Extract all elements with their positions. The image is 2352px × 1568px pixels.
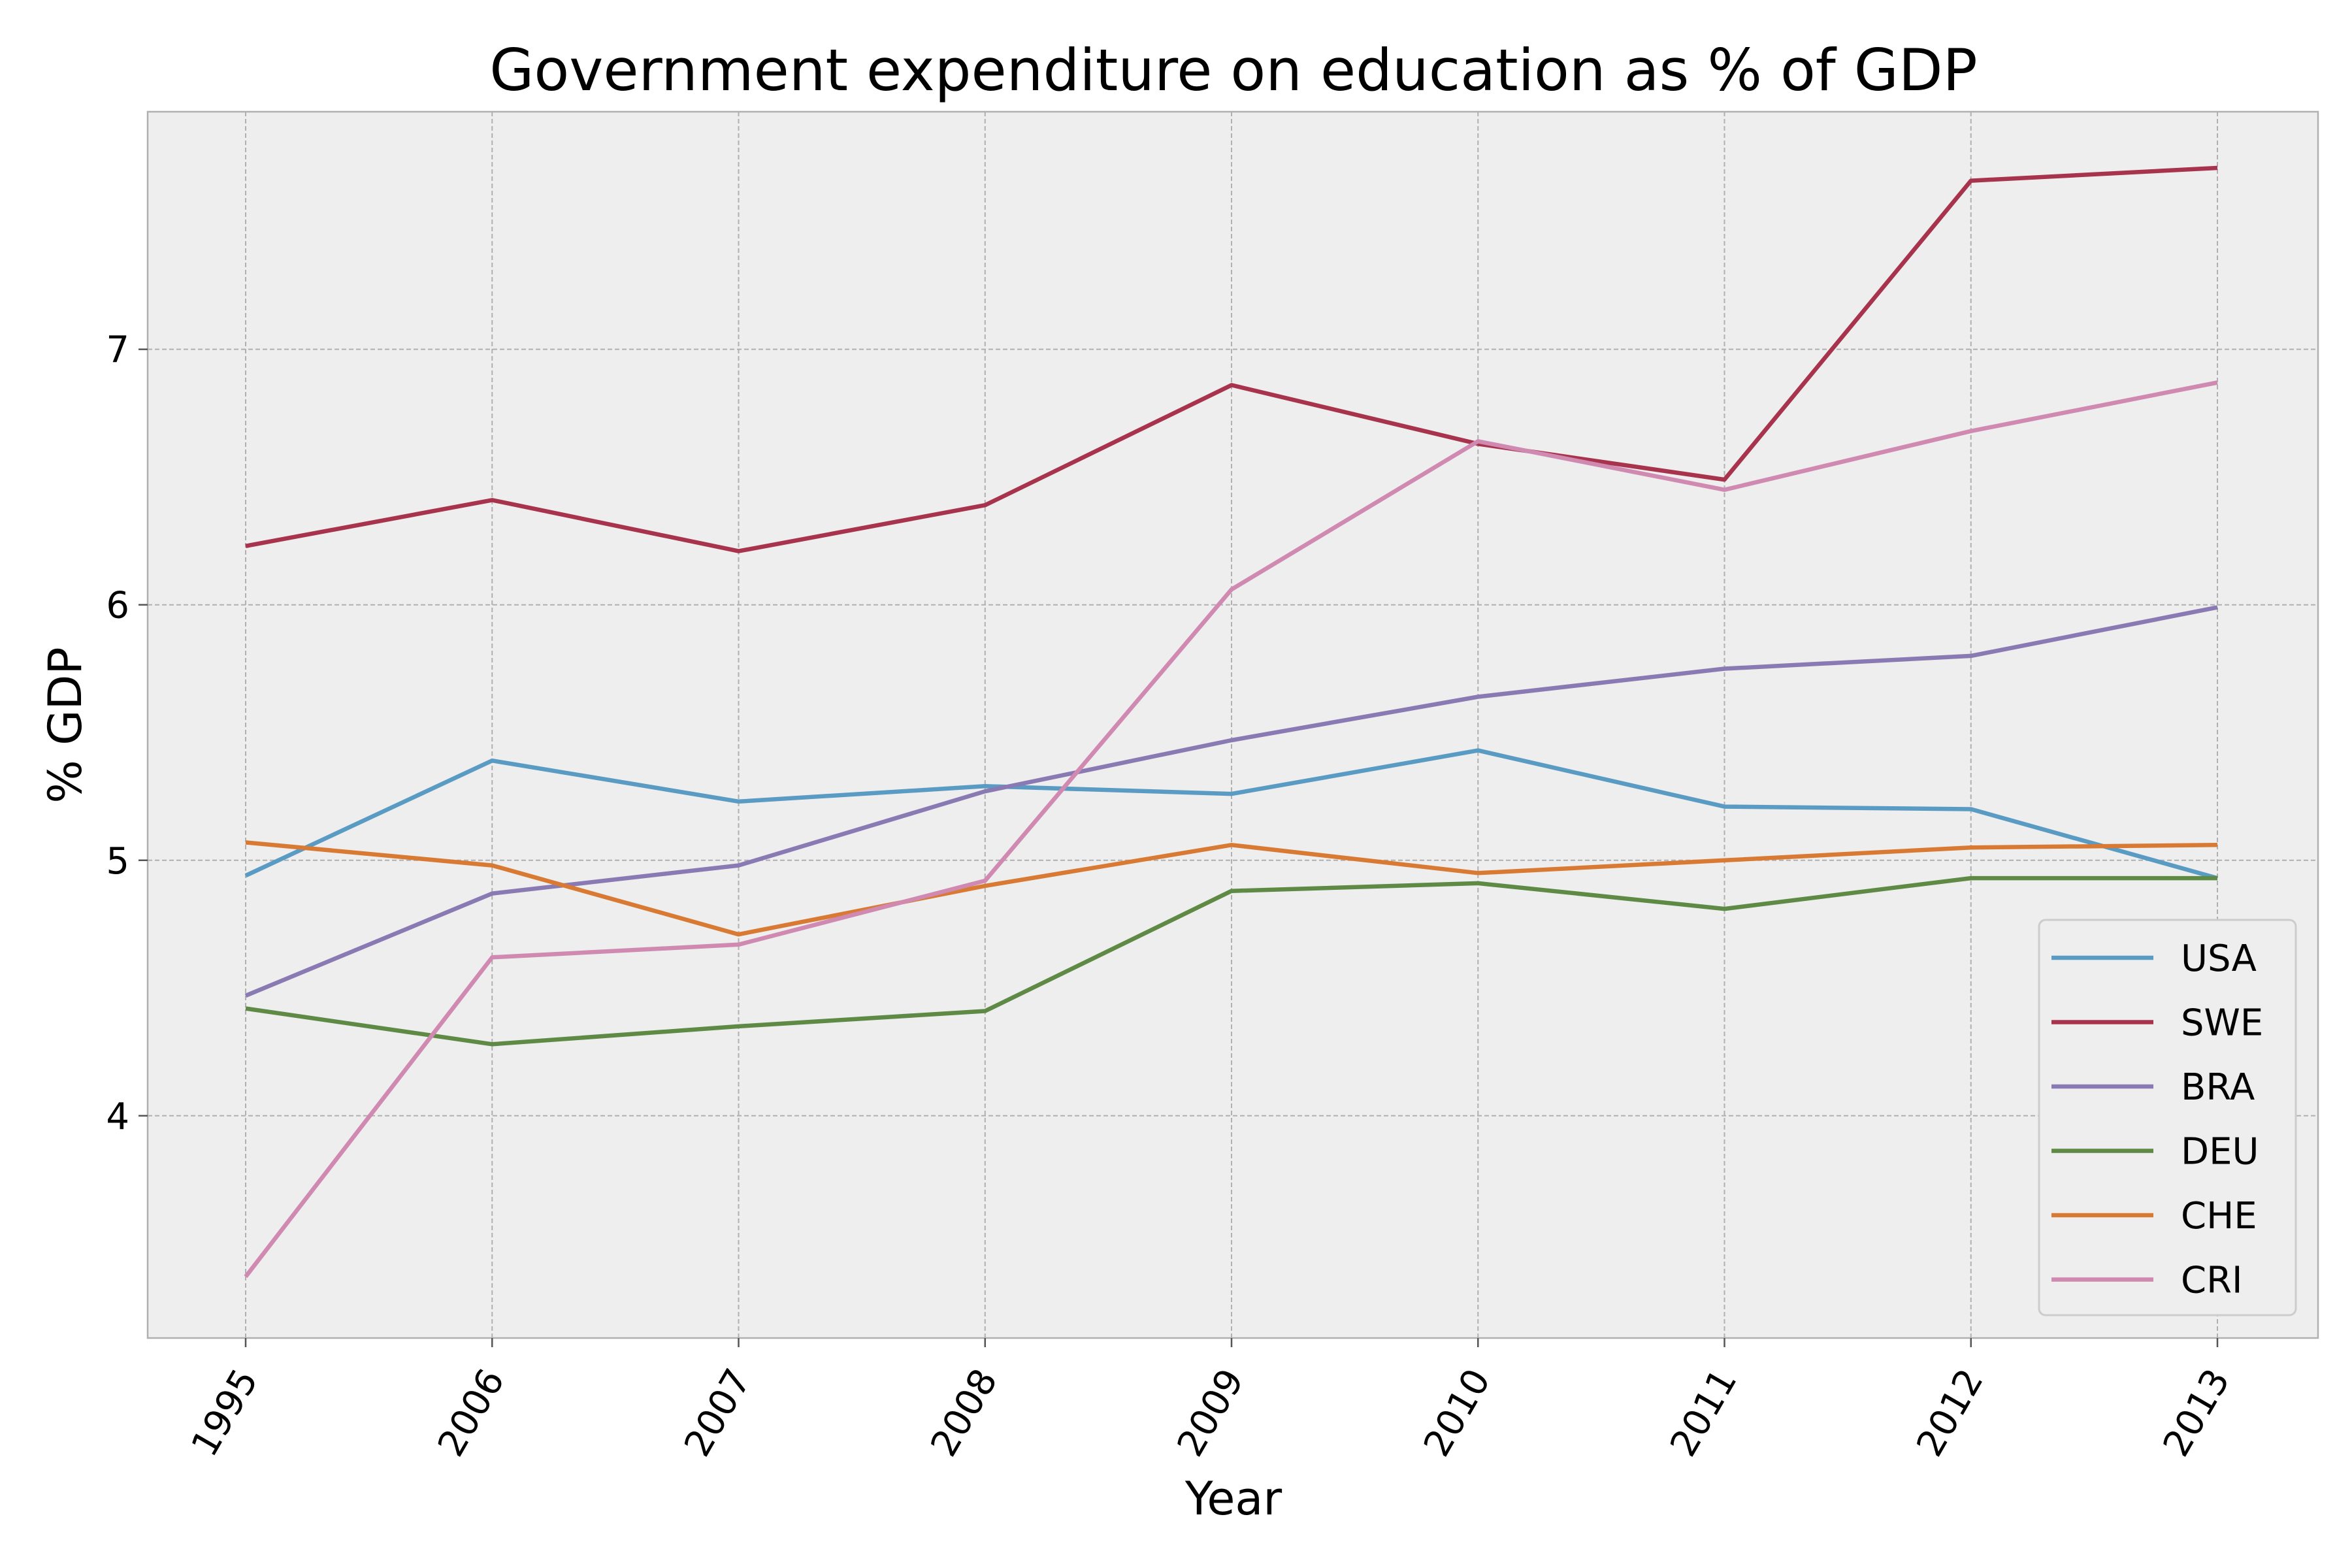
- y-tick-label: 6: [106, 585, 129, 627]
- x-tick-label: 2006: [430, 1362, 514, 1464]
- y-tick-label: 7: [106, 329, 129, 372]
- y-tick-label: 5: [106, 840, 129, 883]
- chart-title: Government expenditure on education as %…: [489, 37, 1978, 104]
- legend: USA SWE BRA DEU CHE CRI: [2038, 919, 2297, 1316]
- series-line-deu: [245, 875, 2217, 1047]
- x-tick-label: 2013: [2155, 1362, 2239, 1464]
- x-tick-label: 1995: [184, 1362, 267, 1464]
- x-tick-labels: 1995 2006 2007 2008 2009 2010 2011 2012 2013: [184, 1362, 2239, 1464]
- x-tick-label: 2007: [676, 1362, 760, 1464]
- series-line-swe: [245, 165, 2218, 553]
- series-line-cri: [244, 380, 2218, 1279]
- legend-label-usa: USA: [2181, 938, 2257, 980]
- y-tick-labels: 4 5 6 7: [106, 329, 129, 1138]
- y-axis-label: % GDP: [39, 647, 92, 803]
- grid-lines: [139, 112, 2318, 1347]
- x-tick-label: 2010: [1416, 1362, 1499, 1464]
- legend-label-che: CHE: [2181, 1195, 2257, 1237]
- series-lines: [244, 165, 2218, 1279]
- x-tick-label: 2009: [1169, 1362, 1253, 1464]
- legend-label-bra: BRA: [2181, 1066, 2255, 1109]
- legend-label-cri: CRI: [2181, 1260, 2243, 1302]
- legend-box: [2038, 919, 2297, 1316]
- series-line-che: [245, 840, 2218, 937]
- series-line-usa: [244, 748, 2218, 881]
- series-line-bra: [244, 605, 2218, 998]
- plot-area: [146, 110, 2319, 1339]
- legend-label-swe: SWE: [2181, 1002, 2263, 1045]
- legend-label-deu: DEU: [2181, 1131, 2259, 1173]
- x-tick-label: 2008: [923, 1362, 1006, 1464]
- x-tick-label: 2012: [1908, 1362, 1992, 1464]
- y-tick-label: 4: [106, 1096, 129, 1138]
- x-tick-label: 2011: [1662, 1362, 1746, 1464]
- x-axis-label: Year: [1184, 1472, 1282, 1526]
